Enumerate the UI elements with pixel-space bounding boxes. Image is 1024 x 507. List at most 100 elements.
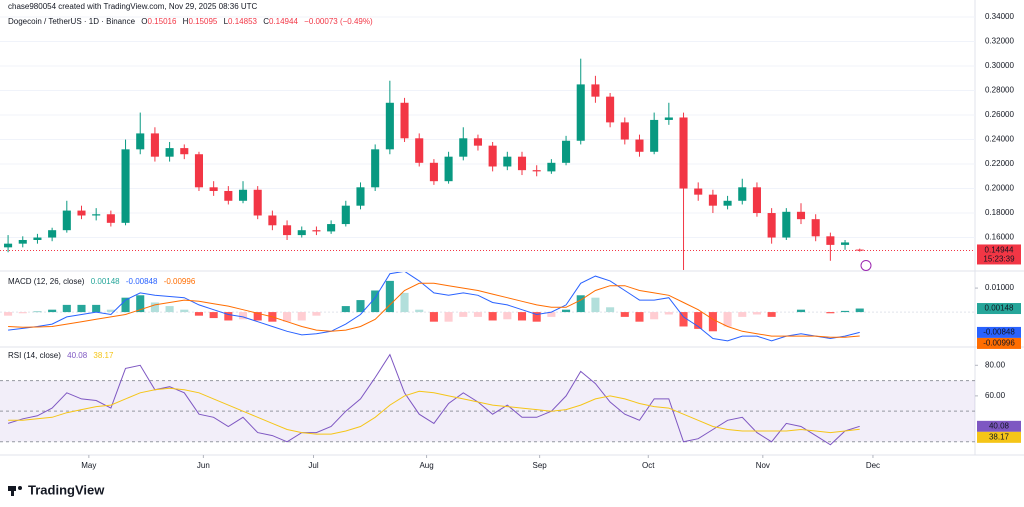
y-tick-label: 0.22000: [985, 159, 1014, 168]
candle-body: [224, 190, 233, 201]
candle-body: [371, 149, 380, 188]
last-price-label: 0.14944: [985, 246, 1014, 255]
histogram-bar: [708, 312, 717, 332]
x-tick-label: Nov: [756, 461, 770, 470]
credit: chase980054 created with TradingView.com…: [8, 2, 258, 11]
histogram-bar: [547, 312, 556, 317]
candle-body: [77, 210, 86, 216]
series-last-value: -0.00848: [983, 328, 1015, 337]
candle-body: [48, 230, 57, 238]
candle-body: [679, 117, 688, 189]
candle-body: [150, 133, 159, 157]
histogram-bar: [136, 295, 145, 313]
histogram-bar: [841, 310, 850, 313]
series-last-value-box: [977, 420, 1021, 432]
histogram-bar: [18, 312, 27, 314]
candle-body: [4, 243, 13, 248]
candle-body: [444, 156, 453, 182]
close-value: 0.14944: [269, 17, 298, 26]
ohlc-label: H: [183, 17, 189, 26]
candle-body: [92, 214, 101, 216]
histogram-bar: [165, 306, 174, 313]
histogram-bar: [488, 312, 497, 321]
change-value: −0.00073 (−0.49%): [304, 17, 373, 26]
histogram-bar: [517, 312, 527, 321]
candle-body: [356, 187, 365, 206]
candle-body: [503, 156, 512, 167]
y-tick-label: 0.16000: [985, 233, 1014, 242]
rsi-ma-value: 38.17: [93, 351, 114, 360]
candle-body: [18, 239, 27, 244]
histogram-bar: [473, 312, 482, 317]
candle-body: [459, 138, 468, 157]
histogram-bar: [444, 312, 453, 322]
candle-body: [782, 211, 791, 238]
histogram-bar: [796, 309, 806, 313]
histogram-bar: [826, 312, 835, 314]
histogram-bar: [77, 304, 86, 313]
candle-body: [796, 211, 806, 220]
brand-logo[interactable]: TradingView: [8, 482, 105, 497]
x-tick-label: Dec: [866, 461, 880, 470]
ohlc-label: C: [263, 17, 269, 26]
y-tick-label: 0.20000: [985, 184, 1014, 193]
series-last-value: -0.00996: [983, 339, 1015, 348]
series-line: [8, 387, 860, 435]
histogram-bar: [650, 312, 659, 320]
macd-legend: MACD (12, 26, close) 0.00148 -0.00848 -0…: [8, 277, 196, 286]
macd-title: MACD (12, 26, close): [8, 277, 85, 286]
y-tick-label: 0.18000: [985, 208, 1014, 217]
histogram-bar: [606, 307, 615, 313]
countdown-label: 15:23:39: [983, 255, 1015, 264]
histogram-bar: [180, 309, 189, 313]
series-last-value-box: [977, 431, 1021, 443]
histogram-bar: [620, 312, 629, 317]
candle-body: [650, 119, 659, 152]
x-tick-label: Oct: [642, 461, 655, 470]
candle-body: [767, 213, 776, 238]
histogram-bar: [738, 312, 747, 317]
candle-body: [694, 188, 703, 195]
candle-body: [473, 138, 482, 146]
histogram-bar: [92, 304, 101, 313]
x-tick-label: Sep: [533, 461, 548, 470]
x-tick-label: May: [81, 461, 96, 470]
histogram-bar: [48, 309, 57, 313]
candle-body: [121, 149, 130, 223]
series-last-value-box: [977, 303, 1021, 315]
candle-body: [283, 225, 292, 236]
pane: [0, 353, 975, 446]
ohlc-label: O: [141, 17, 147, 26]
histogram-bar: [209, 312, 218, 319]
candle-body: [708, 194, 717, 206]
histogram-bar: [253, 312, 262, 321]
histogram-bar: [752, 312, 761, 315]
candle-body: [547, 162, 556, 172]
last-price-box: [977, 244, 1021, 265]
candle-body: [194, 154, 204, 188]
candle-body: [327, 224, 336, 232]
candle-body: [297, 230, 306, 236]
histogram-bar: [312, 312, 321, 316]
y-tick-label: 0.34000: [985, 12, 1014, 21]
open-value: 0.15016: [148, 17, 177, 26]
candle-body: [620, 122, 629, 140]
x-tick-label: Aug: [419, 461, 433, 470]
candle-body: [576, 84, 585, 141]
histogram-bar: [400, 292, 409, 313]
pane: [0, 272, 975, 342]
series-last-value: 40.08: [989, 421, 1010, 430]
series-last-value: 38.17: [989, 432, 1010, 441]
series-line: [7, 353, 860, 446]
histogram-bar: [106, 309, 115, 313]
histogram-bar: [767, 312, 776, 317]
candle-body: [723, 200, 732, 206]
histogram-bar: [576, 295, 585, 313]
y-tick-label: 0.28000: [985, 86, 1014, 95]
macd-signal-value: -0.00996: [164, 277, 196, 286]
rsi-value: 40.08: [67, 351, 88, 360]
candle-body: [841, 242, 850, 245]
candle-body: [238, 189, 248, 201]
